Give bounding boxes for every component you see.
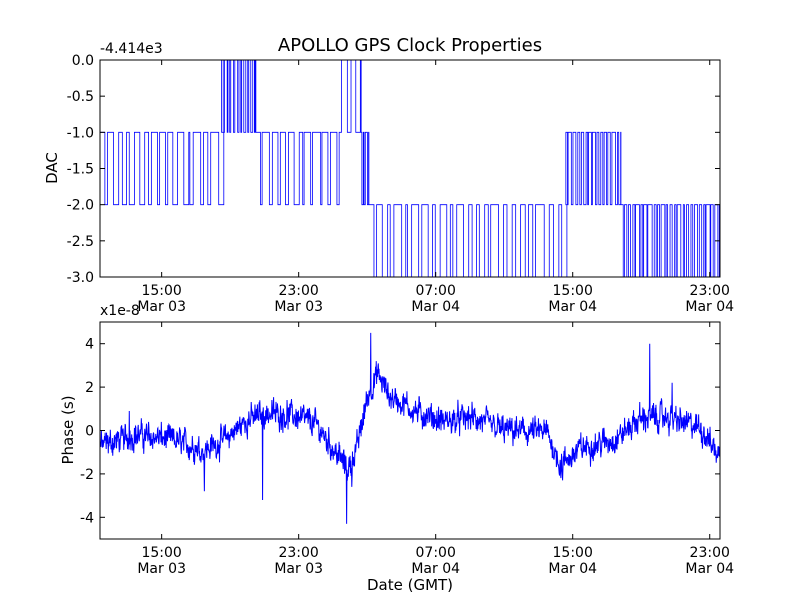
phase-y-ticks: 4 2 0 -2 -4	[80, 337, 720, 526]
dac-xtick-date: Mar 04	[411, 299, 460, 315]
dac-xtick-date: Mar 04	[548, 299, 597, 315]
dac-plot-area	[100, 60, 720, 277]
phase-xtick-time: 23:00	[278, 545, 318, 561]
dac-ytick-label: -3.0	[67, 270, 94, 286]
dac-offset-label: -4.414e3	[100, 41, 163, 57]
phase-ytick-label: 0	[85, 424, 94, 440]
dac-xtick-date: Mar 03	[274, 299, 323, 315]
dac-xtick-date: Mar 03	[137, 299, 186, 315]
dac-ytick-label: -1.5	[67, 162, 94, 178]
dac-y-axis-label: DAC	[43, 152, 61, 184]
x-axis-label: Date (GMT)	[367, 576, 453, 594]
dac-xtick-time: 23:00	[278, 283, 318, 299]
dac-ytick-label: -2.5	[67, 234, 94, 250]
dac-ytick-label: -1.0	[67, 125, 94, 141]
phase-offset-label: x1e-8	[100, 303, 140, 319]
dac-ytick-label: -0.5	[67, 89, 94, 105]
phase-ytick-label: 2	[85, 380, 94, 396]
phase-plot-area	[100, 332, 720, 524]
dac-xtick-time: 15:00	[553, 283, 593, 299]
phase-ytick-label: -4	[80, 510, 94, 526]
chart-title: APOLLO GPS Clock Properties	[278, 35, 542, 56]
phase-ytick-label: 4	[85, 337, 94, 353]
phase-xtick-time: 15:00	[141, 545, 181, 561]
phase-ytick-label: -2	[80, 467, 94, 483]
phase-series-line	[100, 332, 720, 524]
phase-xtick-time: 23:00	[690, 545, 730, 561]
dac-ytick-label: 0.0	[72, 53, 94, 69]
phase-xtick-time: 15:00	[553, 545, 593, 561]
phase-y-axis-label: Phase (s)	[59, 395, 77, 464]
dac-xtick-time: 07:00	[416, 283, 456, 299]
phase-xtick-date: Mar 04	[411, 561, 460, 577]
dac-xtick-date: Mar 04	[685, 299, 734, 315]
phase-xtick-time: 07:00	[416, 545, 456, 561]
phase-xtick-date: Mar 04	[548, 561, 597, 577]
dac-ytick-label: -2.0	[67, 198, 94, 214]
dac-y-ticks: 0.0 -0.5 -1.0 -1.5 -2.0 -2.5 -3.0	[67, 53, 720, 286]
dac-series-line	[100, 60, 720, 277]
phase-xtick-date: Mar 03	[137, 561, 186, 577]
dac-xtick-time: 23:00	[690, 283, 730, 299]
dac-xtick-time: 15:00	[141, 283, 181, 299]
phase-xtick-date: Mar 04	[685, 561, 734, 577]
phase-xtick-date: Mar 03	[274, 561, 323, 577]
